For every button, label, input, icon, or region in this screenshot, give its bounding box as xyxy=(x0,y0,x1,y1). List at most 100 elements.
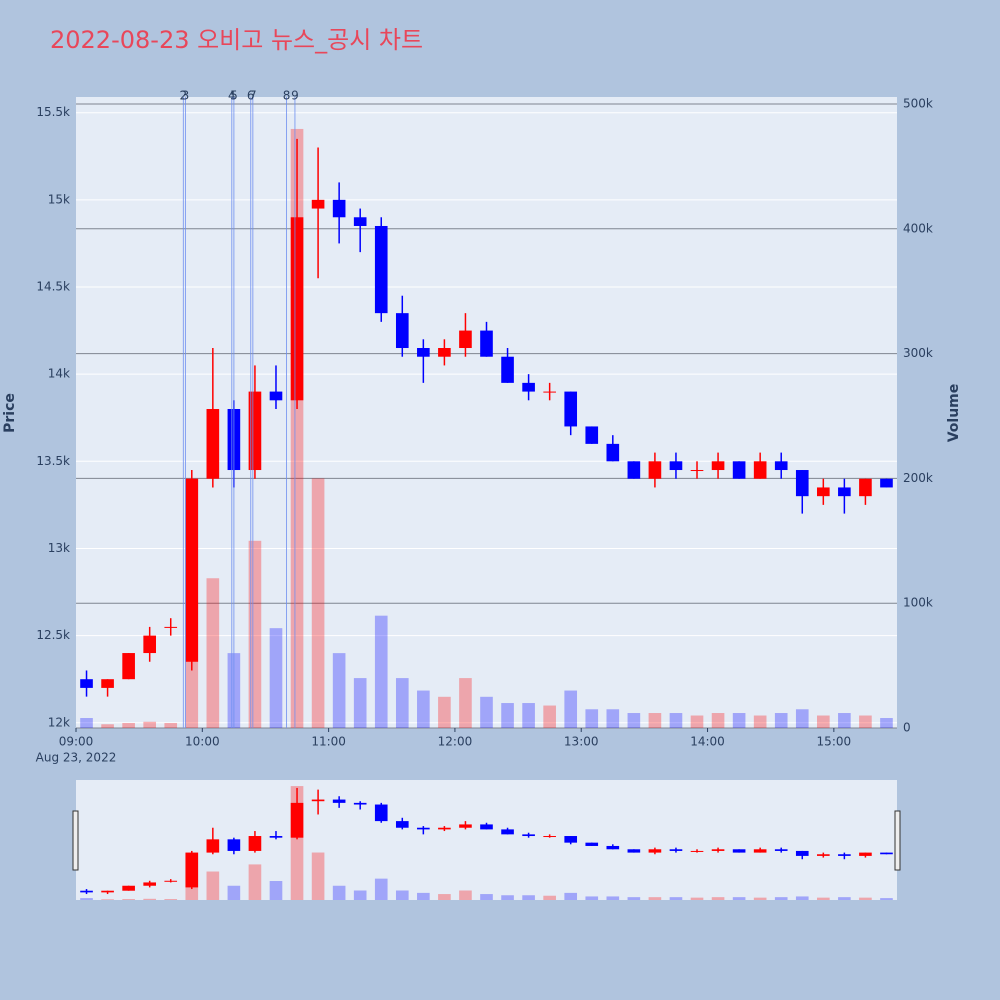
volume-bar xyxy=(711,713,725,728)
mini-candle-body xyxy=(753,849,767,853)
mini-candle-body xyxy=(606,845,620,850)
candle-body xyxy=(459,330,472,349)
y2-axis-title: Volume xyxy=(946,384,962,443)
mini-candle-body xyxy=(732,849,746,853)
mini-candle-body xyxy=(269,836,283,838)
volume-bar xyxy=(627,713,641,728)
volume-bar xyxy=(732,713,746,728)
candle-body xyxy=(753,461,767,479)
volume-bar xyxy=(606,709,620,728)
mini-candle-body xyxy=(438,827,451,830)
y2-tick-label: 400k xyxy=(903,221,933,235)
y-tick-label: 13k xyxy=(48,541,70,555)
volume-bar xyxy=(248,540,262,728)
candle-body xyxy=(417,348,430,357)
mini-candle-body xyxy=(501,829,514,835)
mini-candle-body xyxy=(627,849,641,853)
mini-volume-bar xyxy=(880,898,893,900)
news-label: 2 xyxy=(180,89,188,103)
candle-body xyxy=(522,382,535,392)
mini-candle-body xyxy=(459,824,472,828)
news-label: 6 xyxy=(247,89,255,103)
candle-body xyxy=(669,461,683,471)
volume-bar xyxy=(438,696,451,728)
mini-volume-bar xyxy=(627,897,641,900)
x-tick-label: 14:00 xyxy=(690,735,725,749)
mini-candle-body xyxy=(711,849,725,851)
news-label: 9 xyxy=(291,89,299,103)
candle-body xyxy=(248,391,262,471)
volume-bar xyxy=(143,721,156,728)
mini-candle-body xyxy=(80,890,93,893)
candle-body xyxy=(817,487,830,497)
news-label: 5 xyxy=(230,89,238,103)
mini-candle-body xyxy=(880,852,893,855)
candle-body xyxy=(606,443,620,462)
y2-tick-label: 0 xyxy=(903,721,911,735)
mini-volume-bar xyxy=(585,896,599,900)
mini-volume-bar xyxy=(143,898,156,900)
y2-tick-label: 100k xyxy=(903,596,933,610)
volume-bar xyxy=(690,715,704,728)
news-label: 8 xyxy=(283,89,291,103)
mini-candle-body xyxy=(143,882,156,886)
mini-volume-bar xyxy=(501,895,514,900)
mini-candle-body xyxy=(185,852,199,888)
candle-body xyxy=(838,487,851,497)
volume-bar xyxy=(585,709,599,728)
mini-volume-bar xyxy=(438,894,451,900)
y-axis-title: Price xyxy=(2,393,18,433)
mini-volume-bar xyxy=(838,897,851,900)
volume-bar xyxy=(417,690,430,728)
x-tick-label: 10:00 xyxy=(185,735,220,749)
mini-volume-bar xyxy=(417,892,430,900)
mini-candle-body xyxy=(417,827,430,830)
candle-body xyxy=(311,199,325,209)
volume-bar xyxy=(374,615,388,728)
mini-volume-bar xyxy=(227,885,241,900)
mini-candle-body xyxy=(859,852,872,856)
mini-candle-body xyxy=(101,890,114,893)
candle-body xyxy=(732,461,746,479)
rangeslider-handle[interactable] xyxy=(72,810,79,871)
volume-bar xyxy=(353,678,367,728)
candle-body xyxy=(269,391,283,401)
y-tick-label: 13.5k xyxy=(36,454,70,468)
mini-volume-bar xyxy=(711,897,725,900)
candle-body xyxy=(501,356,514,383)
mini-volume-bar xyxy=(353,890,367,900)
mini-candle-body xyxy=(838,854,851,856)
x-tick-label: 11:00 xyxy=(311,735,346,749)
chart-title: 2022-08-23 오비고 뉴스_공시 차트 xyxy=(50,26,423,54)
volume-bar xyxy=(838,713,851,728)
x-tick-label: 13:00 xyxy=(564,735,599,749)
mini-volume-bar xyxy=(753,897,767,900)
mini-volume-bar xyxy=(269,881,283,900)
candle-body xyxy=(774,461,788,471)
candle-body xyxy=(711,461,725,471)
mini-volume-bar xyxy=(795,896,809,900)
mini-candle-body xyxy=(332,799,346,803)
volume-bar xyxy=(501,703,514,728)
candle-body xyxy=(374,225,388,314)
news-label: 3 xyxy=(182,89,190,103)
mini-candle-body xyxy=(648,849,662,853)
mini-candle-body xyxy=(395,821,409,828)
x-tick-label: 09:00 xyxy=(59,735,94,749)
rangeslider-handle[interactable] xyxy=(894,810,901,871)
mini-candle-body xyxy=(817,854,830,856)
mini-volume-bar xyxy=(480,894,493,900)
volume-bar xyxy=(332,653,346,728)
candle-body xyxy=(353,217,367,226)
mini-volume-bar xyxy=(690,897,704,900)
y-tick-label: 15k xyxy=(48,192,70,206)
volume-bar xyxy=(774,713,788,728)
mini-volume-bar xyxy=(606,896,620,900)
volume-bar xyxy=(164,723,178,728)
mini-candle-body xyxy=(227,839,241,851)
volume-bar xyxy=(122,723,135,728)
mini-volume-bar xyxy=(522,895,535,900)
y-tick-label: 12k xyxy=(48,715,70,729)
mini-candle-body xyxy=(206,839,220,853)
mini-volume-bar xyxy=(732,897,746,900)
